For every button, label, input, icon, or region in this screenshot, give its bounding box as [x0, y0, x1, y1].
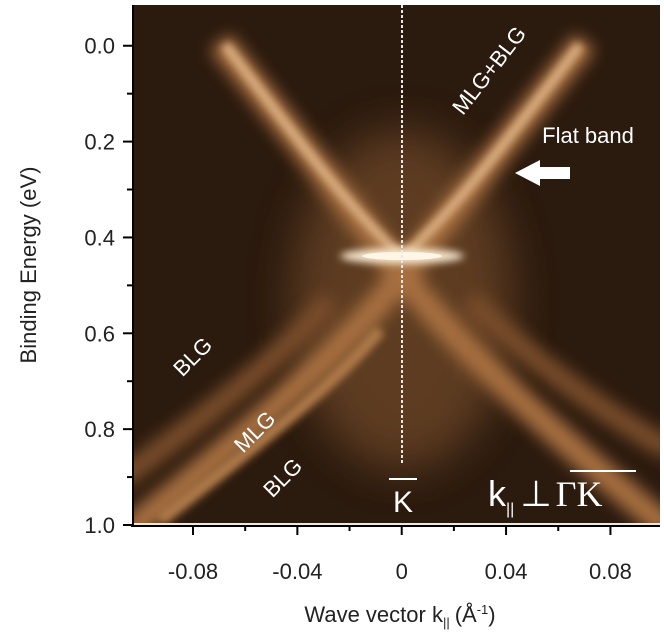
- inset-label: k|| ⊥ ΓK: [488, 473, 602, 518]
- y-tick-label: 0.0: [84, 34, 115, 59]
- x-axis-title: Wave vector k|| (Å-1): [304, 602, 495, 630]
- x-axis-title-part: Wave vector k: [304, 602, 444, 627]
- x-tick-label: -0.04: [272, 559, 322, 584]
- x-tick-label: 0.08: [589, 559, 632, 584]
- inset-part: k: [488, 473, 507, 514]
- x-tick-label: -0.08: [168, 559, 218, 584]
- k-point-label: K: [393, 486, 413, 519]
- annotation: Flat band: [542, 123, 634, 148]
- inset-part: ΓK: [556, 474, 603, 514]
- x-tick-label: 0.04: [485, 559, 528, 584]
- y-tick-label: 0.2: [84, 130, 115, 155]
- y-tick-label: 1.0: [84, 513, 115, 538]
- y-tick-label: 0.4: [84, 225, 115, 250]
- x-axis-title-part: (Å: [455, 602, 477, 627]
- inset-part: ||: [506, 501, 514, 518]
- arrow: [515, 160, 570, 186]
- x-axis-title-part: -1: [477, 602, 489, 617]
- y-tick-label: 0.6: [84, 321, 115, 346]
- x-axis-title-part: ||: [443, 615, 450, 630]
- x-tick-label: 0: [396, 559, 408, 584]
- y-tick-label: 0.8: [84, 417, 115, 442]
- x-axis-title-part: ): [488, 602, 495, 627]
- intensity-map: [133, 5, 660, 525]
- inset-part: ⊥: [520, 473, 551, 514]
- y-axis-title: Binding Energy (eV): [16, 167, 41, 364]
